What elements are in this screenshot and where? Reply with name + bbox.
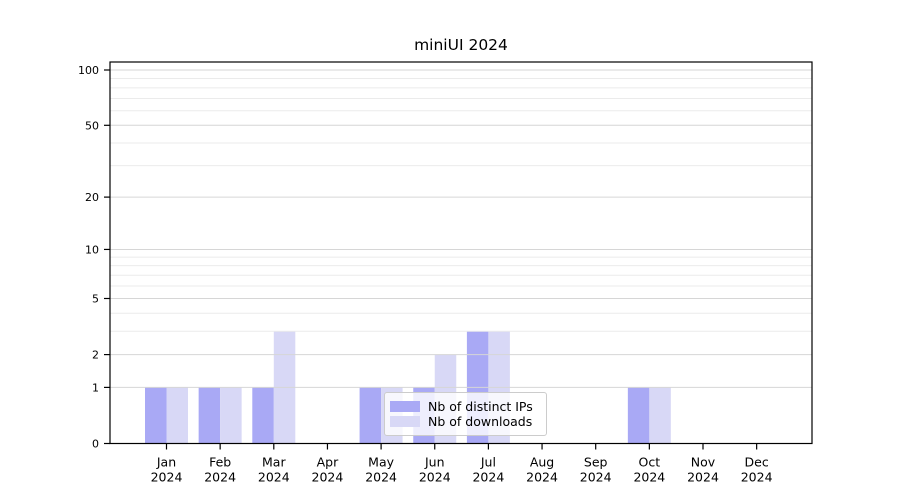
- chart-title: miniUI 2024: [414, 36, 508, 54]
- y-tick-label: 1: [92, 381, 99, 394]
- x-tick-label-month: Jun: [424, 455, 445, 470]
- x-tick-label-month: Nov: [691, 455, 716, 470]
- y-tick-label: 0: [92, 438, 99, 451]
- x-tick-label-month: Apr: [317, 455, 339, 470]
- y-tick-label: 2: [92, 349, 99, 362]
- legend-swatch-downloads: [390, 416, 420, 427]
- legend: Nb of distinct IPs Nb of downloads: [384, 392, 547, 436]
- x-tick-label-month: Oct: [639, 455, 661, 470]
- x-tick-label-year: 2024: [151, 470, 183, 485]
- y-tick-label: 100: [78, 64, 99, 77]
- x-tick-label-year: 2024: [741, 470, 773, 485]
- bar-distinct-ips: [198, 387, 221, 444]
- legend-swatch-distinct-ips: [390, 401, 420, 412]
- y-tick-label: 10: [85, 243, 99, 256]
- bar-distinct-ips: [252, 387, 274, 444]
- x-tick-label-year: 2024: [312, 470, 344, 485]
- x-tick-label-year: 2024: [633, 470, 665, 485]
- y-tick-label: 20: [85, 191, 99, 204]
- bar-distinct-ips: [627, 387, 650, 444]
- x-tick-label-month: May: [368, 455, 394, 470]
- x-tick-label-year: 2024: [258, 470, 290, 485]
- x-tick-label-month: Jul: [480, 455, 496, 470]
- legend-item-downloads: Nb of downloads: [390, 414, 540, 429]
- x-tick-label-year: 2024: [365, 470, 397, 485]
- bar-downloads: [220, 387, 242, 444]
- axis-box: [109, 61, 813, 445]
- bar-downloads: [649, 387, 671, 444]
- x-tick-label-month: Mar: [262, 455, 286, 470]
- x-tick-label-month: Jan: [156, 455, 176, 470]
- x-tick-label-month: Aug: [530, 455, 554, 470]
- x-tick-label-month: Dec: [745, 455, 769, 470]
- x-tick-label-year: 2024: [204, 470, 236, 485]
- x-tick-label-year: 2024: [419, 470, 451, 485]
- y-tick-label: 50: [85, 119, 99, 132]
- bar-distinct-ips: [145, 387, 167, 444]
- x-tick-label-year: 2024: [526, 470, 558, 485]
- x-tick-label-month: Feb: [209, 455, 231, 470]
- x-tick-label-year: 2024: [580, 470, 612, 485]
- bar-distinct-ips: [359, 387, 382, 444]
- y-tick-label: 5: [92, 292, 99, 305]
- legend-label-downloads: Nb of downloads: [428, 414, 533, 429]
- bar-downloads: [166, 387, 188, 444]
- x-tick-label-month: Sep: [584, 455, 608, 470]
- legend-item-distinct-ips: Nb of distinct IPs: [390, 399, 540, 414]
- x-tick-label-year: 2024: [687, 470, 719, 485]
- legend-label-distinct-ips: Nb of distinct IPs: [428, 399, 533, 414]
- x-tick-label-year: 2024: [472, 470, 504, 485]
